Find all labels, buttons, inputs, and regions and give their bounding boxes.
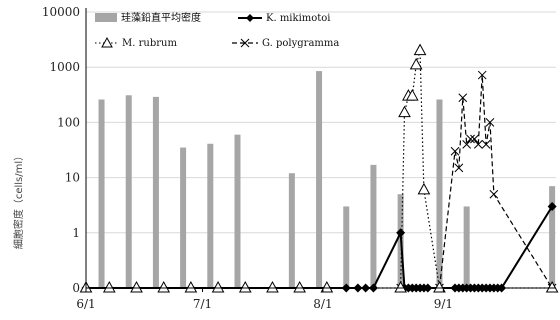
point-triangle [266, 280, 279, 293]
bar [234, 134, 241, 288]
point-triangle [184, 280, 198, 293]
legend-swatch-bars [95, 13, 117, 22]
bar [316, 71, 323, 289]
point-x [454, 163, 464, 173]
x-tick-label: 9/1 [434, 297, 453, 311]
y-tick-label: 1000 [49, 60, 80, 74]
legend-marker-gpoly [240, 38, 250, 48]
bar [549, 186, 556, 288]
axes [85, 8, 556, 292]
point-x [466, 134, 475, 144]
bar [180, 147, 187, 288]
point-triangle [433, 280, 446, 293]
point-x [477, 70, 487, 80]
bar [343, 206, 350, 288]
y-tick-label: 10 [65, 171, 80, 185]
point-x [473, 140, 483, 149]
y-tick-label: 10000 [42, 5, 80, 19]
point-triangle [157, 280, 171, 293]
legend-label-bars: 珪藻鉛直平均密度 [121, 11, 201, 24]
point-triangle [238, 280, 252, 293]
point-triangle [417, 182, 431, 195]
point-triangle [102, 280, 116, 293]
bar [370, 164, 377, 288]
point-x [485, 118, 495, 127]
bar [152, 96, 159, 288]
point-triangle [320, 280, 334, 293]
legend-marker-kmik [246, 14, 254, 22]
point-x [470, 134, 479, 144]
point-triangle [130, 280, 143, 293]
x-tick-labels: 6/1 7/1 8/1 9/1 [76, 297, 453, 311]
point-x [450, 146, 460, 156]
y-tick-label: 0 [72, 281, 80, 295]
legend-label-kmik: K. mikimotoi [266, 13, 331, 24]
point-x [481, 140, 491, 149]
legend-label-gpoly: G. polygramma [262, 38, 339, 49]
point-x [489, 189, 499, 199]
bar [436, 99, 443, 288]
bar [98, 99, 105, 288]
x-tick-label: 8/1 [313, 297, 332, 311]
point-triangle [545, 280, 559, 293]
legend: 珪藻鉛直平均密度 K. mikimotoi M. rubrum G. polyg… [95, 11, 339, 49]
bar [207, 143, 214, 288]
point-triangle [293, 280, 306, 293]
bar [125, 95, 132, 289]
bar [463, 206, 470, 288]
point-triangle [211, 280, 225, 293]
point-triangle [409, 57, 423, 70]
point-diamond [547, 201, 557, 211]
legend-label-mrub: M. rubrum [122, 38, 177, 49]
point-x [462, 140, 472, 149]
y-tick-labels: 0 1 10 100 1000 10000 [42, 5, 80, 295]
point-triangle [413, 43, 427, 56]
diatom-bars [98, 71, 556, 289]
y-tick-label: 1 [72, 226, 80, 240]
bar [288, 173, 295, 288]
point-triangle [398, 105, 411, 118]
point-diamond [396, 228, 406, 238]
series-line-gpoly [400, 75, 553, 289]
point-x [458, 93, 468, 103]
x-tick-label: 7/1 [193, 297, 212, 311]
point-triangle [394, 280, 407, 293]
x-tick-label: 6/1 [76, 297, 95, 311]
y-axis-label: 細胞密度（cells/ml） [12, 151, 25, 249]
y-tick-label: 100 [57, 115, 80, 129]
point-triangle [405, 89, 419, 101]
legend-marker-mrub [101, 36, 113, 48]
